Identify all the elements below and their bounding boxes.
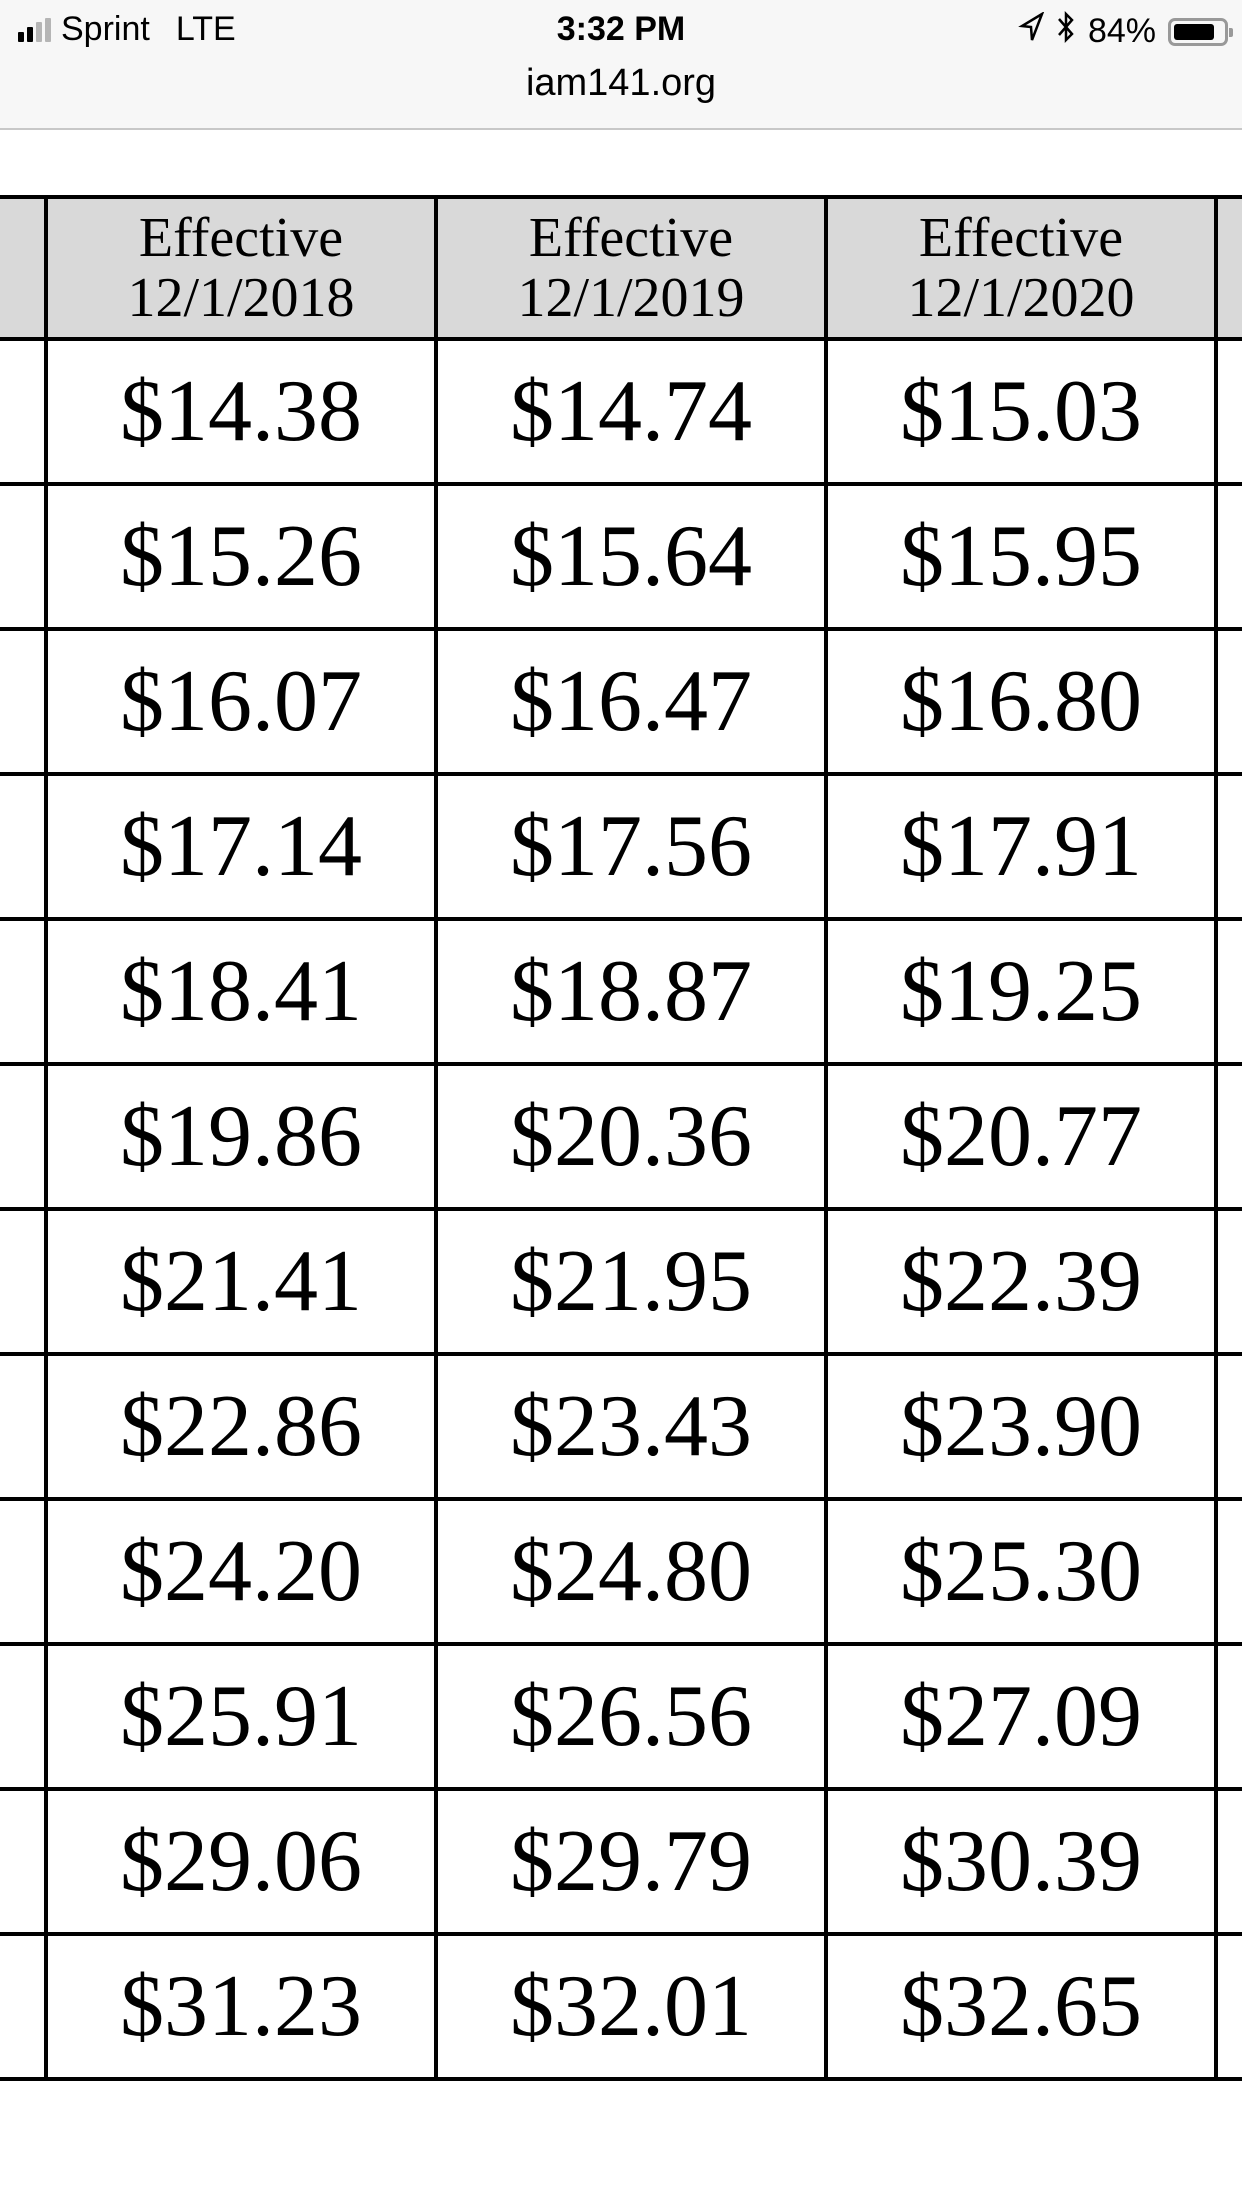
header-cell-2018: Effective 12/1/2018 bbox=[44, 195, 438, 341]
table-cell: $25.91 bbox=[44, 1642, 438, 1791]
table-cell-left-partial bbox=[0, 482, 48, 631]
header-cell-2019: Effective 12/1/2019 bbox=[434, 195, 828, 341]
table-row: $24.20 $24.80 $25.30 bbox=[0, 1497, 1242, 1646]
status-bar: Sprint LTE 3:32 PM iam141.org 84% bbox=[0, 0, 1242, 130]
clock: 3:32 PM bbox=[556, 10, 686, 48]
table-cell: $16.07 bbox=[44, 627, 438, 776]
table-cell: $20.36 bbox=[434, 1062, 828, 1211]
table-cell: $15.03 bbox=[824, 337, 1218, 486]
table-cell: $32.65 bbox=[824, 1932, 1218, 2081]
table-cell: $18.87 bbox=[434, 917, 828, 1066]
table-cell: $29.79 bbox=[434, 1787, 828, 1936]
table-cell: $15.26 bbox=[44, 482, 438, 631]
table-cell: $24.80 bbox=[434, 1497, 828, 1646]
table-cell: $26.56 bbox=[434, 1642, 828, 1791]
carrier-info: Sprint LTE bbox=[18, 10, 236, 49]
table-cell-left-partial bbox=[0, 1352, 48, 1501]
table-cell-left-partial bbox=[0, 772, 48, 921]
table-cell: $23.43 bbox=[434, 1352, 828, 1501]
table-cell-right-partial bbox=[1214, 1787, 1242, 1936]
table-cell-left-partial bbox=[0, 1642, 48, 1791]
table-row: $31.23 $32.01 $32.65 bbox=[0, 1932, 1242, 2081]
table-cell-left-partial bbox=[0, 627, 48, 776]
header-cell-2020: Effective 12/1/2020 bbox=[824, 195, 1218, 341]
table-cell-right-partial bbox=[1214, 627, 1242, 776]
table-cell-left-partial bbox=[0, 1932, 48, 2081]
table-cell: $16.47 bbox=[434, 627, 828, 776]
table-cell: $29.06 bbox=[44, 1787, 438, 1936]
table-body: $14.38 $14.74 $15.03 $15.26 $15.64 $15.95 $16.… bbox=[0, 337, 1242, 2081]
table-cell: $21.41 bbox=[44, 1207, 438, 1356]
table-cell-right-partial bbox=[1214, 1062, 1242, 1211]
table-cell-left-partial bbox=[0, 337, 48, 486]
table-cell: $32.01 bbox=[434, 1932, 828, 2081]
table-cell-left-partial bbox=[0, 1787, 48, 1936]
status-icons: 84% bbox=[1018, 10, 1233, 53]
table-row: $22.86 $23.43 $23.90 bbox=[0, 1352, 1242, 1501]
table-cell: $17.56 bbox=[434, 772, 828, 921]
wage-rate-table: Effective 12/1/2018 Effective 12/1/2019 Ef… bbox=[0, 195, 1242, 2081]
table-row: $15.26 $15.64 $15.95 bbox=[0, 482, 1242, 631]
table-cell: $25.30 bbox=[824, 1497, 1218, 1646]
table-row: $14.38 $14.74 $15.03 bbox=[0, 337, 1242, 486]
table-cell: $27.09 bbox=[824, 1642, 1218, 1791]
table-row: $18.41 $18.87 $19.25 bbox=[0, 917, 1242, 1066]
table-cell-right-partial bbox=[1214, 1932, 1242, 2081]
carrier-name: Sprint bbox=[61, 10, 150, 48]
bluetooth-icon bbox=[1056, 10, 1076, 53]
table-cell: $18.41 bbox=[44, 917, 438, 1066]
table-cell-left-partial bbox=[0, 1497, 48, 1646]
table-cell: $17.14 bbox=[44, 772, 438, 921]
table-cell-left-partial bbox=[0, 1062, 48, 1211]
table-cell: $15.64 bbox=[434, 482, 828, 631]
location-arrow-icon bbox=[1018, 11, 1045, 51]
table-cell-right-partial bbox=[1214, 1207, 1242, 1356]
table-row: $17.14 $17.56 $17.91 bbox=[0, 772, 1242, 921]
table-cell-right-partial bbox=[1214, 1497, 1242, 1646]
table-cell: $17.91 bbox=[824, 772, 1218, 921]
table-cell: $20.77 bbox=[824, 1062, 1218, 1211]
table-row: $29.06 $29.79 $30.39 bbox=[0, 1787, 1242, 1936]
table-cell: $24.20 bbox=[44, 1497, 438, 1646]
table-cell: $22.86 bbox=[44, 1352, 438, 1501]
table-cell: $19.86 bbox=[44, 1062, 438, 1211]
table-cell: $14.38 bbox=[44, 337, 438, 486]
header-cell-left-partial bbox=[0, 195, 48, 341]
table-row: $19.86 $20.36 $20.77 bbox=[0, 1062, 1242, 1211]
table-cell: $21.95 bbox=[434, 1207, 828, 1356]
battery-level-fill bbox=[1174, 23, 1215, 40]
table-cell: $14.74 bbox=[434, 337, 828, 486]
table-row: $16.07 $16.47 $16.80 bbox=[0, 627, 1242, 776]
table-cell: $16.80 bbox=[824, 627, 1218, 776]
table-cell-right-partial bbox=[1214, 1642, 1242, 1791]
table-cell-right-partial bbox=[1214, 917, 1242, 1066]
table-cell: $30.39 bbox=[824, 1787, 1218, 1936]
battery-icon bbox=[1168, 17, 1233, 46]
table-cell-right-partial bbox=[1214, 337, 1242, 486]
address-bar-url[interactable]: iam141.org bbox=[525, 62, 717, 104]
network-type: LTE bbox=[175, 10, 236, 48]
table-cell: $22.39 bbox=[824, 1207, 1218, 1356]
table-header-row: Effective 12/1/2018 Effective 12/1/2019 Ef… bbox=[0, 195, 1242, 341]
table-row: $21.41 $21.95 $22.39 bbox=[0, 1207, 1242, 1356]
table-cell: $15.95 bbox=[824, 482, 1218, 631]
table-cell: $19.25 bbox=[824, 917, 1218, 1066]
signal-strength-icon bbox=[18, 17, 51, 42]
header-cell-right-partial bbox=[1214, 195, 1242, 341]
battery-percent: 84% bbox=[1087, 12, 1156, 50]
table-cell-right-partial bbox=[1214, 1352, 1242, 1501]
table-cell: $31.23 bbox=[44, 1932, 438, 2081]
table-row: $25.91 $26.56 $27.09 bbox=[0, 1642, 1242, 1791]
table-cell-left-partial bbox=[0, 917, 48, 1066]
table-cell-right-partial bbox=[1214, 482, 1242, 631]
table-cell-left-partial bbox=[0, 1207, 48, 1356]
table-cell-right-partial bbox=[1214, 772, 1242, 921]
table-cell: $23.90 bbox=[824, 1352, 1218, 1501]
